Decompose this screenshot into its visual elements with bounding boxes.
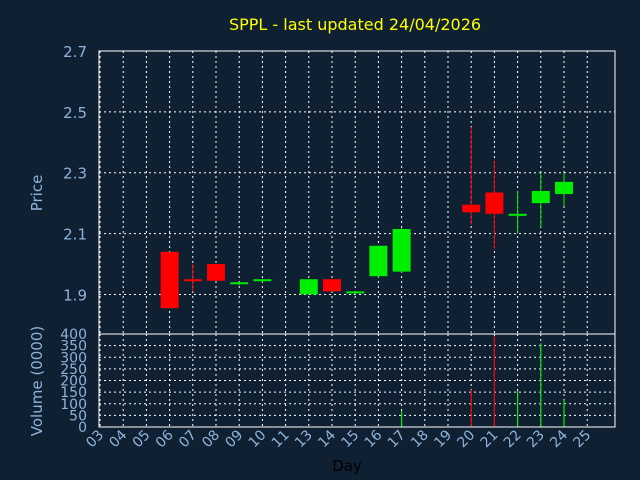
x-tick-label: 17	[385, 427, 409, 451]
volume-axis-label: Volume (0000)	[28, 326, 46, 436]
volume-tick-label: 100	[60, 397, 87, 413]
x-tick-label: 13	[292, 427, 316, 451]
x-tick-label: 06	[153, 427, 177, 451]
candle-body	[299, 279, 318, 295]
x-tick-label: 10	[246, 427, 270, 451]
volume-tick-label: 400	[60, 327, 87, 343]
volume-tick-label: 150	[60, 385, 87, 401]
candle-body	[346, 291, 365, 294]
x-tick-label: 07	[176, 427, 200, 451]
x-tick-label: 16	[362, 427, 386, 451]
volume-tick-label: 0	[78, 420, 87, 436]
x-tick-label: 18	[408, 427, 432, 451]
volume-tick-label: 350	[60, 339, 87, 355]
candle-body	[207, 264, 225, 281]
candle-body	[462, 204, 481, 213]
volume-bars-layer	[401, 336, 565, 427]
candle-body	[183, 279, 202, 282]
candle-body	[323, 279, 341, 292]
x-tick-label: 09	[222, 427, 246, 451]
price-tick-label: 2.3	[63, 165, 87, 183]
candle-body	[531, 190, 550, 204]
y-axis-label: Price	[28, 175, 46, 212]
price-tick-label: 2.5	[63, 104, 87, 122]
volume-grid	[99, 333, 615, 428]
volume-panel-frame	[98, 333, 616, 428]
candle-body	[392, 229, 411, 272]
candle-body	[508, 213, 527, 216]
x-tick-label: 15	[338, 427, 362, 451]
price-tick-label: 2.7	[63, 43, 87, 61]
x-tick-label: 08	[199, 427, 223, 451]
x-tick-label: 22	[501, 427, 525, 451]
x-tick-label: 23	[524, 427, 548, 451]
volume-tick-label: 250	[60, 362, 87, 378]
x-tick-label: 21	[478, 427, 502, 451]
price-tick-label: 1.9	[63, 286, 87, 304]
price-tick-label: 2.1	[63, 226, 87, 244]
candle-body	[485, 192, 504, 214]
price-grid	[99, 50, 615, 334]
x-tick-label: 11	[269, 427, 293, 451]
candle-body	[555, 181, 573, 195]
candle-body	[369, 245, 388, 277]
price-tick-labels: 1.9 2.1 2.3 2.5 2.7	[63, 43, 87, 304]
x-tick-label: 14	[315, 427, 339, 451]
volume-tick-label: 300	[60, 350, 87, 366]
volume-tick-label: 50	[69, 408, 87, 424]
x-tick-labels: 03 04 05 06 07 08 09 10 11 13 14 15 16 17 18 19 20 21 22 23…	[83, 427, 594, 451]
x-tick-label: 25	[570, 427, 594, 451]
volume-tick-label: 200	[60, 374, 87, 390]
chart-title: SPPL - last updated 24/04/2026	[229, 15, 481, 34]
x-tick-label: 05	[130, 427, 154, 451]
candle-body	[230, 282, 249, 285]
candle-body	[253, 279, 272, 282]
x-tick-label: 04	[106, 427, 130, 451]
x-tick-label: 24	[547, 427, 571, 451]
x-tick-label: 19	[431, 427, 455, 451]
x-axis-label: Day	[332, 457, 362, 475]
candle-body	[160, 251, 179, 309]
x-tick-label: 20	[454, 427, 478, 451]
candles-layer	[160, 127, 573, 309]
